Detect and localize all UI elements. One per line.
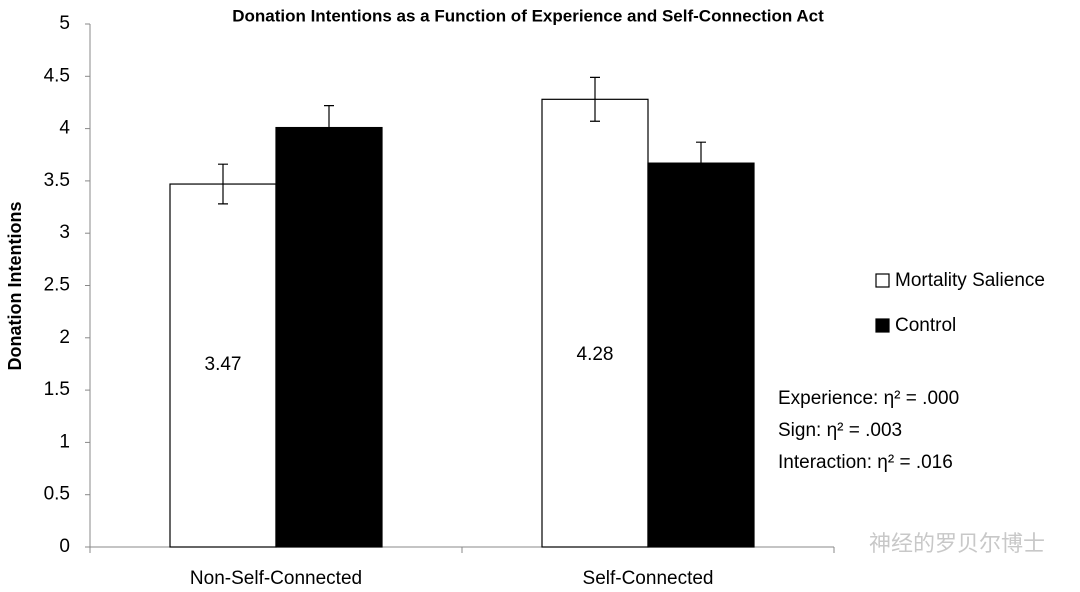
legend-swatch (875, 273, 890, 288)
value-label: 4.28 (577, 344, 614, 365)
y-axis-title: Donation Intentions (5, 202, 25, 371)
y-tick-label: 0.5 (44, 484, 70, 505)
chart-title: Donation Intentions as a Function of Exp… (232, 6, 824, 25)
error-bar (590, 76, 600, 122)
y-tick-label: 2 (59, 327, 70, 348)
y-tick-label: 1 (59, 431, 70, 452)
watermark: 神经的罗贝尔博士 (869, 531, 1045, 556)
legend-label: Control (895, 315, 956, 336)
bar (541, 98, 649, 548)
y-tick-label: 3.5 (44, 170, 70, 191)
value-label: 4.01 (311, 359, 348, 380)
y-tick-label: 3 (59, 222, 70, 243)
x-tick-label: Non-Self-Connected (190, 568, 362, 589)
bar (169, 183, 277, 548)
y-tick-label: 0 (59, 536, 70, 557)
error-bar (324, 104, 334, 151)
y-tick-label: 2.5 (44, 275, 70, 296)
y-tick-label: 5 (59, 13, 70, 34)
error-bar (218, 163, 228, 205)
legend-label: Mortality Salience (895, 270, 1045, 291)
bar (275, 126, 383, 548)
annotation: Sign: η² = .003 (778, 420, 902, 441)
bar (647, 162, 755, 548)
error-bar (696, 141, 706, 185)
annotation: Experience: η² = .000 (778, 388, 959, 409)
y-tick-label: 4.5 (44, 65, 70, 86)
value-label: 3.67 (683, 349, 720, 370)
x-tick-label: Self-Connected (583, 568, 714, 589)
y-tick-label: 1.5 (44, 379, 70, 400)
y-tick-label: 4 (59, 118, 70, 139)
legend-swatch (875, 318, 890, 333)
value-label: 3.47 (205, 354, 242, 375)
annotation: Interaction: η² = .016 (778, 452, 953, 473)
